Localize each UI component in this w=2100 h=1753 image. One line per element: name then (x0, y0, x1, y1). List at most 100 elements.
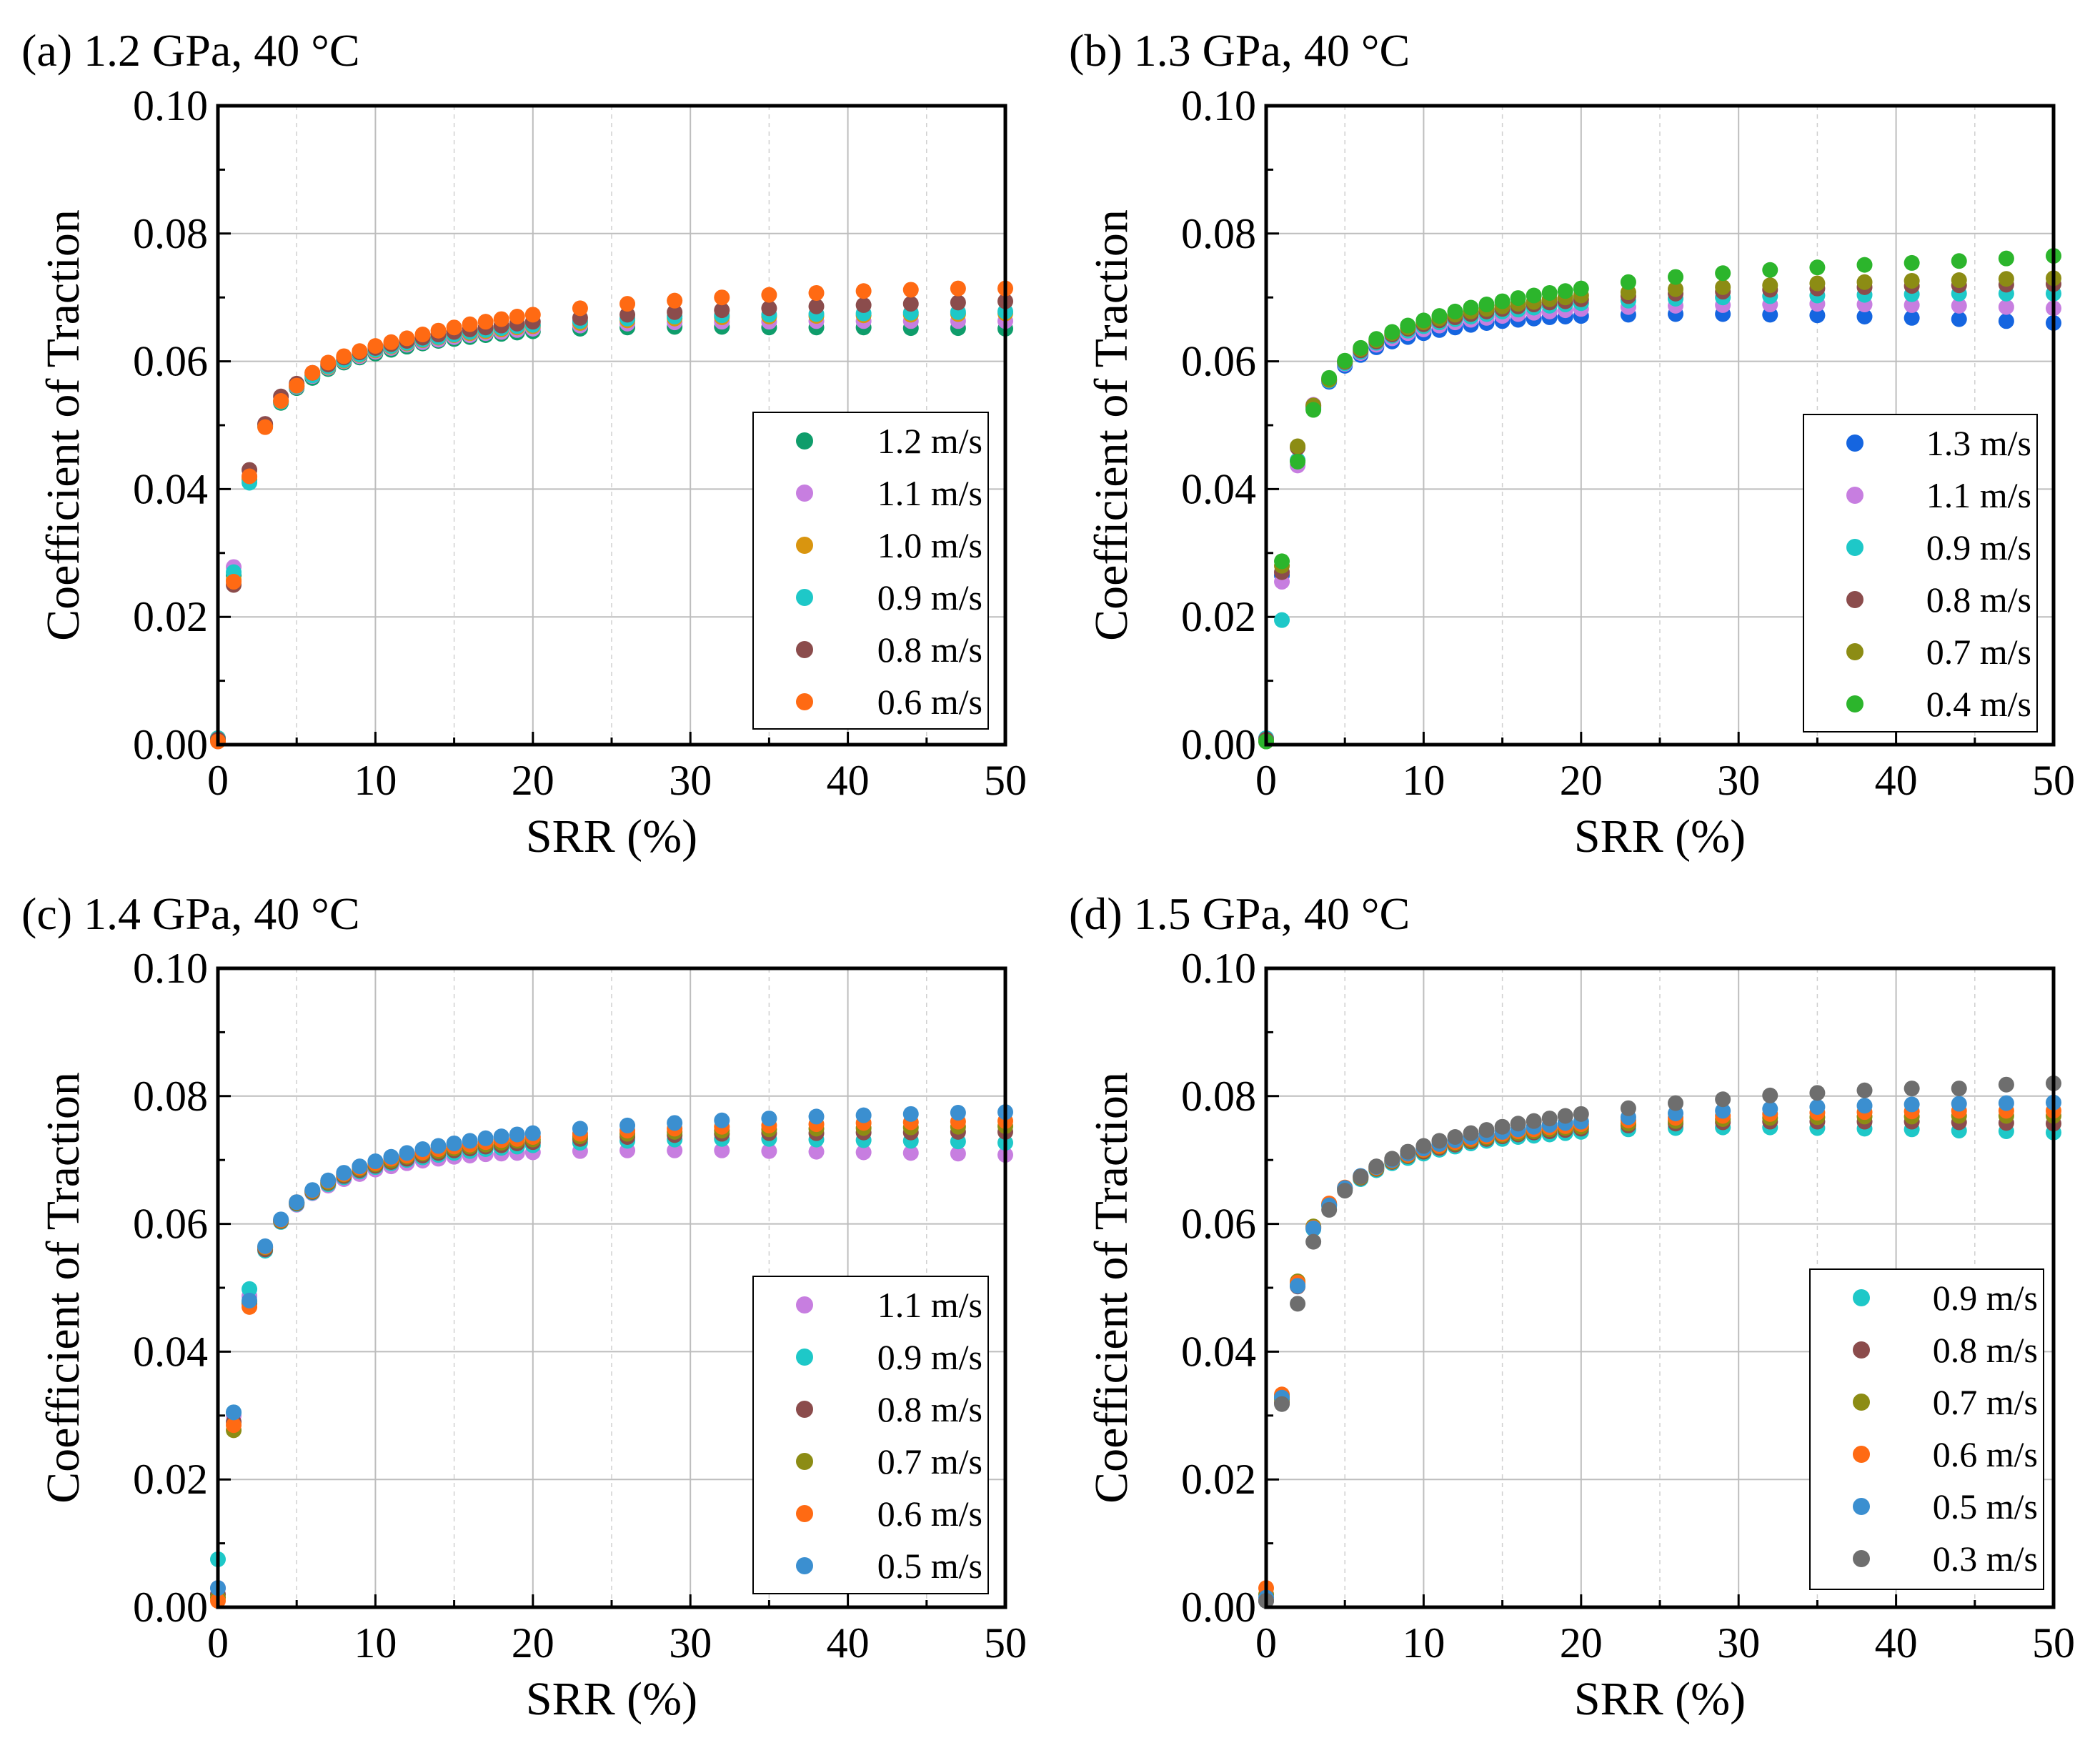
chart-panel-2: (b) 1.3 GPa, 40 °C 0 10 20 30 40 50 0.00 0.02 0.0… (1069, 25, 2075, 863)
data-point (1400, 317, 1416, 334)
data-point (1368, 331, 1385, 347)
data-point (493, 311, 509, 327)
y-axis-label: Coefficient of Traction (1085, 1072, 1138, 1504)
x-tick-label: 10 (1402, 757, 1445, 804)
data-point (1762, 262, 1778, 278)
data-point (1951, 311, 1967, 327)
x-tick-label: 20 (1560, 757, 1603, 804)
data-point (1557, 1108, 1573, 1124)
data-point (1998, 250, 2014, 267)
data-point (1809, 307, 1826, 324)
plot-frame (216, 104, 1007, 747)
x-tick-label: 30 (1717, 1619, 1760, 1667)
data-point (289, 377, 305, 394)
legend-label: 1.2 m/s (877, 421, 982, 461)
data-point (524, 1125, 541, 1141)
x-tick-label: 0 (207, 757, 229, 804)
x-axis-label: SRR (%) (1574, 1673, 1746, 1725)
data-point (1998, 271, 2014, 287)
data-point (242, 468, 258, 485)
legend-label: 0.6 m/s (1933, 1434, 2038, 1474)
data-point (1856, 309, 1873, 325)
legend-marker (796, 589, 813, 606)
data-point (855, 283, 872, 299)
x-tick-label: 20 (512, 1619, 554, 1667)
data-point (1463, 299, 1479, 316)
legend-label: 0.3 m/s (1933, 1539, 2038, 1579)
legend-label: 0.5 m/s (1933, 1486, 2038, 1526)
data-point (1478, 297, 1495, 313)
legend-marker (1853, 1341, 1870, 1359)
data-point (1290, 1278, 1306, 1294)
x-tick-label: 40 (1875, 1619, 1918, 1667)
data-point (1384, 1151, 1400, 1167)
legend-label: 0.7 m/s (1933, 1382, 2038, 1422)
data-point (1715, 265, 1731, 282)
x-tick-label: 0 (207, 1619, 229, 1667)
y-axis-label: Coefficient of Traction (37, 209, 89, 641)
data-point (367, 1153, 384, 1169)
y-tick-label: 0.04 (133, 1328, 208, 1375)
data-point (1290, 438, 1306, 455)
data-point (1573, 1106, 1589, 1122)
x-tick-label: 10 (1402, 1619, 1445, 1667)
plot-frame (1264, 104, 2056, 747)
data-point (1951, 253, 1967, 269)
legend-marker (1846, 434, 1863, 452)
data-point (1494, 293, 1511, 309)
data-point (1998, 299, 2014, 315)
legend-marker (796, 1453, 813, 1470)
data-point (1321, 369, 1338, 386)
data-point (1856, 274, 1873, 290)
panel-title: (b) 1.3 GPa, 40 °C (1069, 25, 1410, 76)
data-point (1904, 309, 1920, 326)
data-point (1668, 281, 1684, 297)
data-point (1447, 303, 1463, 319)
data-point (242, 1281, 258, 1297)
legend-label: 0.6 m/s (877, 682, 982, 722)
data-point (1305, 1233, 1322, 1250)
data-point (1856, 1082, 1873, 1098)
data-point (1904, 1096, 1920, 1113)
legend-marker (796, 1505, 813, 1522)
plot-frame (216, 966, 1007, 1609)
x-tick-label: 30 (669, 757, 712, 804)
data-point (1809, 1098, 1826, 1115)
data-point (1305, 402, 1322, 418)
data-point (399, 1145, 415, 1161)
data-point (808, 1108, 825, 1125)
data-point (1321, 1201, 1338, 1218)
data-point (714, 1142, 730, 1158)
data-point (430, 1138, 447, 1154)
legend-marker (1853, 1289, 1870, 1306)
legend-box (1803, 414, 2038, 733)
data-point (1353, 1168, 1369, 1185)
data-point (1415, 1138, 1432, 1154)
data-point (367, 338, 384, 354)
x-tick-label: 10 (354, 757, 397, 804)
legend-label: 0.7 m/s (1926, 632, 2031, 672)
x-tick-label: 40 (1875, 757, 1918, 804)
y-tick-label: 0.00 (133, 721, 208, 768)
data-point (1951, 297, 1967, 314)
x-axis-label: SRR (%) (1574, 810, 1746, 863)
data-point (1904, 297, 1920, 313)
data-point (1541, 284, 1558, 301)
data-point (383, 334, 399, 350)
legend-label: 1.3 m/s (1926, 423, 2031, 463)
data-point (855, 297, 872, 313)
x-tick-label: 50 (984, 1619, 1027, 1667)
legend-marker (1853, 1446, 1870, 1463)
data-point (430, 322, 447, 339)
panel-title: (c) 1.4 GPa, 40 °C (21, 888, 360, 939)
data-point (855, 1144, 872, 1161)
legend-marker (1853, 1498, 1870, 1515)
data-point (1668, 1095, 1684, 1111)
data-point (1384, 324, 1400, 340)
legend-marker (796, 432, 813, 450)
y-tick-label: 0.08 (133, 1073, 208, 1120)
data-point (1998, 1095, 2014, 1111)
data-point (1368, 1158, 1385, 1175)
data-point (446, 1135, 462, 1151)
y-tick-label: 0.00 (133, 1584, 208, 1631)
